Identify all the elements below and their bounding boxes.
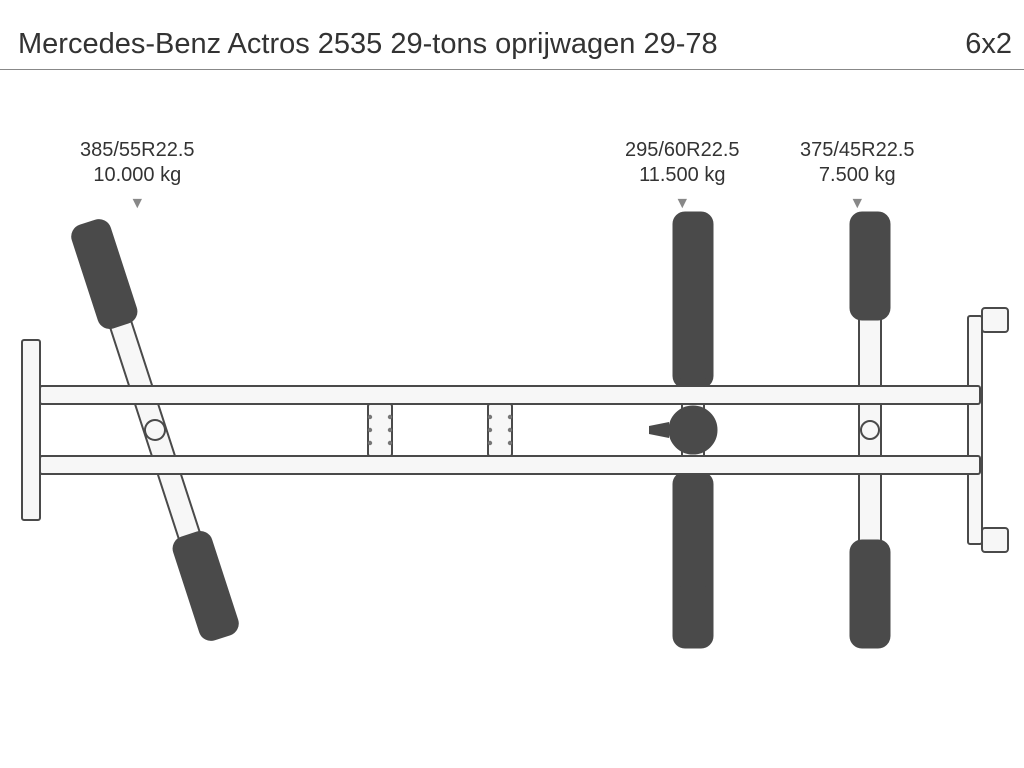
chassis-diagram [0, 0, 1024, 768]
